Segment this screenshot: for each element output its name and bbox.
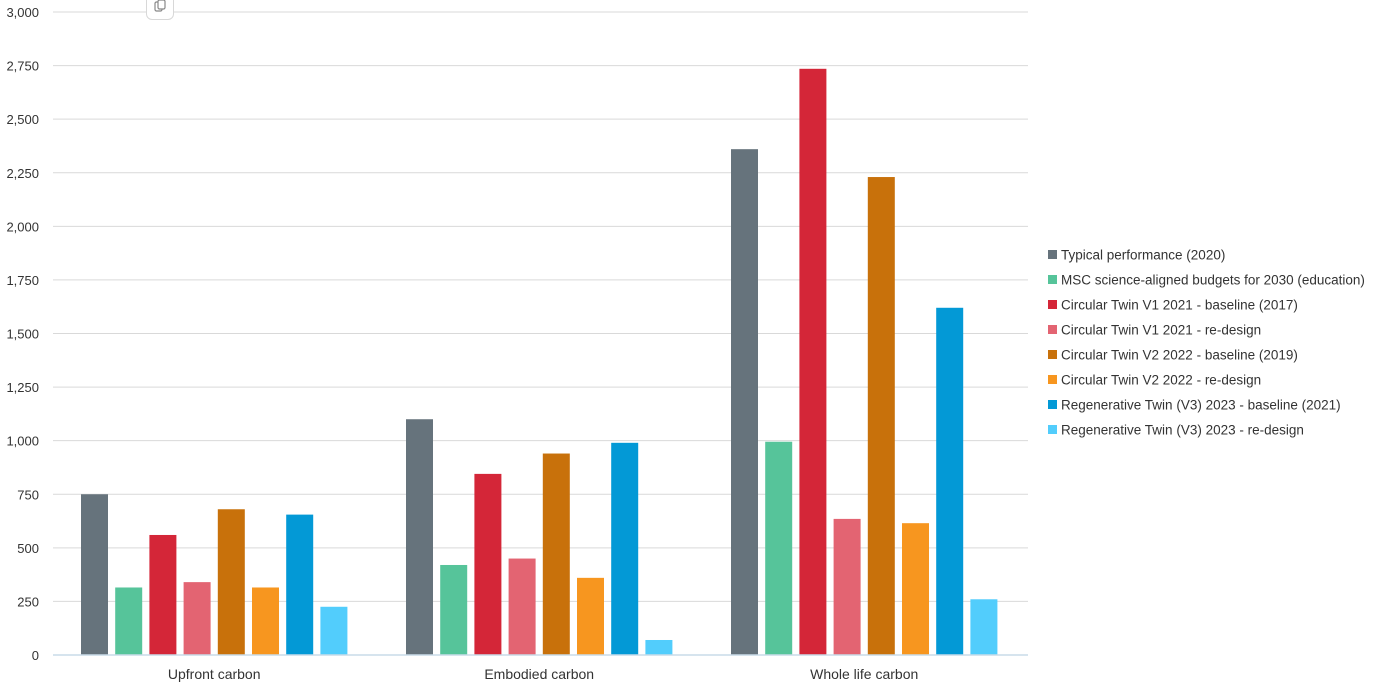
legend-item[interactable]: Regenerative Twin (V3) 2023 - re-design <box>1048 423 1304 438</box>
x-category-label: Whole life carbon <box>810 666 918 682</box>
bar[interactable] <box>81 494 108 655</box>
legend-item[interactable]: Circular Twin V1 2021 - baseline (2017) <box>1048 298 1298 313</box>
bar[interactable] <box>867 177 895 655</box>
copy-button[interactable] <box>146 0 174 20</box>
y-tick-label: 250 <box>17 594 39 609</box>
legend-item[interactable]: Circular Twin V1 2021 - re-design <box>1048 323 1261 338</box>
legend-label: Circular Twin V2 2022 - baseline (2019) <box>1061 348 1298 363</box>
legend-swatch <box>1048 425 1057 434</box>
legend-label: Circular Twin V1 2021 - re-design <box>1061 323 1261 338</box>
legend-swatch <box>1048 325 1057 334</box>
y-tick-label: 1,250 <box>6 380 39 395</box>
bar[interactable] <box>286 514 314 655</box>
y-tick-label: 750 <box>17 487 39 502</box>
bar[interactable] <box>406 419 433 655</box>
legend-label: Regenerative Twin (V3) 2023 - re-design <box>1061 423 1304 438</box>
y-tick-label: 2,000 <box>6 219 39 234</box>
bar[interactable] <box>936 307 964 655</box>
y-tick-label: 2,750 <box>6 59 39 74</box>
bar[interactable] <box>149 534 177 655</box>
bar[interactable] <box>765 441 793 655</box>
bar[interactable] <box>217 509 245 655</box>
legend-item[interactable]: Regenerative Twin (V3) 2023 - baseline (… <box>1048 398 1341 413</box>
bar[interactable] <box>611 442 639 655</box>
y-tick-label: 2,250 <box>6 166 39 181</box>
bar[interactable] <box>731 149 758 655</box>
legend-label: Circular Twin V1 2021 - baseline (2017) <box>1061 298 1298 313</box>
legend-label: Regenerative Twin (V3) 2023 - baseline (… <box>1061 398 1341 413</box>
legend-swatch <box>1048 400 1057 409</box>
legend-swatch <box>1048 375 1057 384</box>
bar[interactable] <box>799 68 827 655</box>
legend-label: MSC science-aligned budgets for 2030 (ed… <box>1061 273 1365 288</box>
legend-item[interactable]: MSC science-aligned budgets for 2030 (ed… <box>1048 273 1365 288</box>
y-axis: 0 250 500 750 1,000 1,250 1,500 1,750 2,000 2,250… <box>6 5 39 663</box>
legend-swatch <box>1048 350 1057 359</box>
bar[interactable] <box>508 558 536 655</box>
grid-lines <box>53 11 1028 602</box>
y-tick-label: 3,000 <box>6 5 39 20</box>
legend-item[interactable]: Typical performance (2020) <box>1048 248 1225 263</box>
legend-item[interactable]: Circular Twin V2 2022 - re-design <box>1048 373 1261 388</box>
x-category-label: Upfront carbon <box>168 666 261 682</box>
bar[interactable] <box>320 606 348 655</box>
bar[interactable] <box>183 582 211 655</box>
legend-label: Typical performance (2020) <box>1061 248 1225 263</box>
y-tick-label: 1,500 <box>6 327 39 342</box>
legend-swatch <box>1048 250 1057 259</box>
copy-icon <box>154 0 166 12</box>
bar[interactable] <box>440 564 468 655</box>
bars <box>81 68 998 655</box>
y-tick-label: 1,750 <box>6 273 39 288</box>
y-tick-label: 0 <box>32 648 39 663</box>
y-tick-label: 2,500 <box>6 112 39 127</box>
bar[interactable] <box>542 453 570 655</box>
bar[interactable] <box>970 599 998 655</box>
y-tick-label: 500 <box>17 541 39 556</box>
legend-swatch <box>1048 300 1057 309</box>
bar[interactable] <box>577 577 604 655</box>
x-axis: Upfront carbon Embodied carbon Whole life … <box>53 654 1028 682</box>
bar[interactable] <box>252 587 279 655</box>
bar[interactable] <box>902 523 929 655</box>
legend: Typical performance (2020) MSC science-al… <box>1048 248 1365 438</box>
bar[interactable] <box>645 639 673 655</box>
x-category-label: Embodied carbon <box>484 666 594 682</box>
legend-label: Circular Twin V2 2022 - re-design <box>1061 373 1261 388</box>
bar[interactable] <box>474 473 502 655</box>
legend-item[interactable]: Circular Twin V2 2022 - baseline (2019) <box>1048 348 1298 363</box>
y-tick-label: 1,000 <box>6 434 39 449</box>
legend-swatch <box>1048 275 1057 284</box>
bar[interactable] <box>833 518 861 655</box>
bar[interactable] <box>115 587 143 655</box>
